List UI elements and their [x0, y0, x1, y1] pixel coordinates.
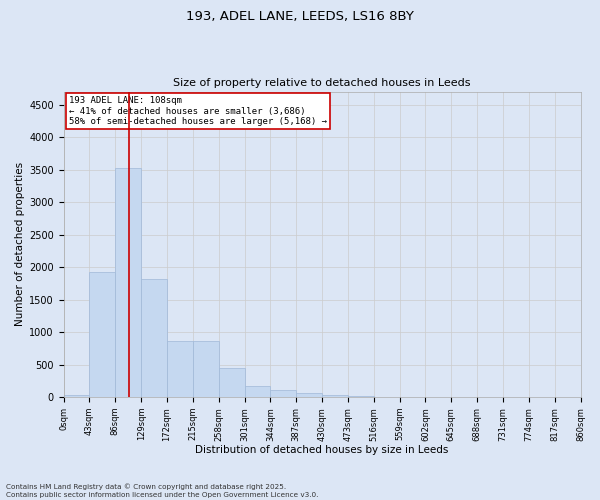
Text: 193, ADEL LANE, LEEDS, LS16 8BY: 193, ADEL LANE, LEEDS, LS16 8BY [186, 10, 414, 23]
Bar [193, 340, 218, 397]
Bar [115, 168, 141, 397]
Bar [141, 279, 167, 397]
Bar [322, 395, 348, 397]
Bar [218, 368, 245, 397]
Bar [296, 393, 322, 397]
Text: 193 ADEL LANE: 108sqm
← 41% of detached houses are smaller (3,686)
58% of semi-d: 193 ADEL LANE: 108sqm ← 41% of detached … [69, 96, 327, 126]
Bar [271, 390, 296, 397]
Title: Size of property relative to detached houses in Leeds: Size of property relative to detached ho… [173, 78, 471, 88]
X-axis label: Distribution of detached houses by size in Leeds: Distribution of detached houses by size … [196, 445, 449, 455]
Bar [64, 395, 89, 397]
Bar [245, 386, 271, 397]
Bar [89, 272, 115, 397]
Bar [348, 396, 374, 397]
Bar [167, 340, 193, 397]
Text: Contains HM Land Registry data © Crown copyright and database right 2025.
Contai: Contains HM Land Registry data © Crown c… [6, 483, 319, 498]
Y-axis label: Number of detached properties: Number of detached properties [15, 162, 25, 326]
